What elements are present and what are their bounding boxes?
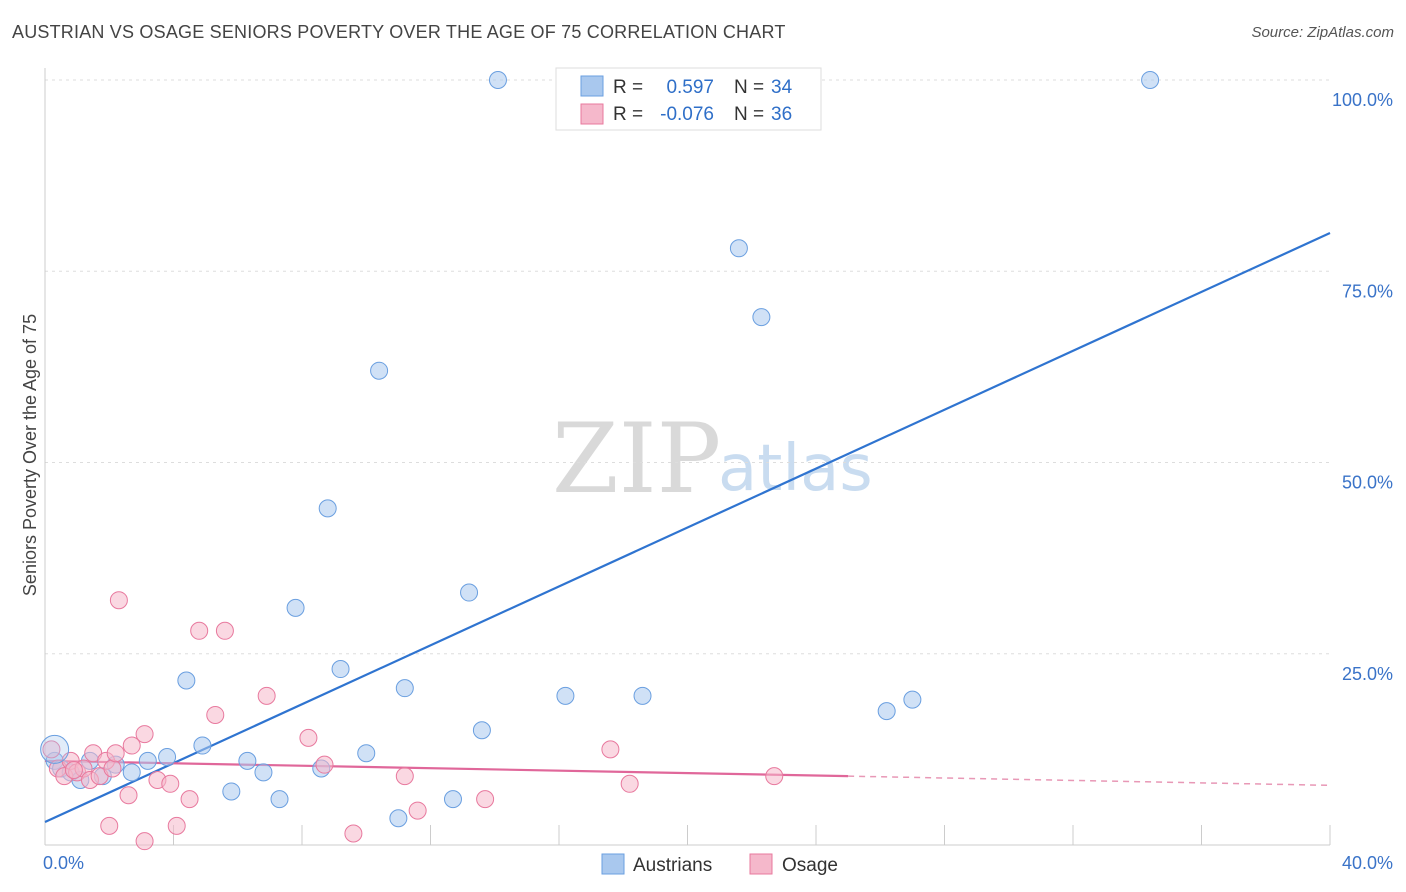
point-austrians — [472, 721, 491, 740]
point-osage — [64, 761, 83, 780]
point-osage — [476, 790, 495, 809]
point-austrians — [238, 751, 257, 770]
legend-r-value: 0.597 — [666, 77, 714, 98]
point-osage — [344, 824, 363, 843]
point-osage — [215, 621, 234, 640]
point-osage — [601, 740, 620, 759]
x-tick-label: 40.0% — [1342, 853, 1393, 873]
point-austrians — [877, 702, 896, 721]
point-osage — [106, 744, 125, 763]
point-austrians — [286, 598, 305, 617]
trend-line-osage — [44, 759, 849, 778]
watermark-atlas: atlas — [718, 432, 873, 506]
point-osage — [135, 832, 154, 851]
trend-line-osage-extrapolated — [848, 775, 1331, 787]
point-austrians — [193, 736, 212, 755]
legend-n-value: 36 — [771, 104, 792, 125]
axes — [44, 68, 1331, 846]
legend-r-value: -0.076 — [660, 104, 714, 125]
point-osage — [119, 786, 138, 805]
legend-swatch-osage — [580, 103, 604, 125]
point-osage — [42, 740, 61, 759]
y-tick-label: 25.0% — [1342, 664, 1393, 684]
point-osage — [206, 705, 225, 724]
point-austrians — [488, 71, 507, 89]
bottom-legend-austrians: Austrians — [633, 855, 712, 876]
point-osage — [109, 591, 128, 610]
point-cluster-austrians — [40, 734, 70, 764]
point-austrians — [254, 763, 273, 782]
point-austrians — [389, 809, 408, 828]
point-austrians — [1141, 71, 1160, 89]
point-osage — [180, 790, 199, 809]
legend-swatch-austrians — [580, 75, 604, 97]
legend-n-label: N = — [734, 104, 764, 125]
legend-n-value: 34 — [771, 77, 793, 98]
point-osage — [135, 725, 154, 744]
bottom-legend-osage: Osage — [782, 855, 838, 876]
point-osage — [315, 755, 334, 774]
y-tick-label: 75.0% — [1342, 281, 1393, 301]
point-austrians — [460, 583, 479, 602]
bottom-legend-swatch-osage — [749, 853, 773, 875]
point-osage — [395, 767, 414, 786]
source-label: Source: ZipAtlas.com — [1251, 24, 1394, 41]
point-osage — [299, 728, 318, 747]
trend-line-austrians — [44, 232, 1331, 824]
point-osage — [765, 767, 784, 786]
legend-r-label: R = — [613, 77, 643, 98]
point-austrians — [331, 660, 350, 679]
watermark-zip: ZIP — [552, 403, 721, 515]
point-austrians — [270, 790, 289, 809]
chart-title: AUSTRIAN VS OSAGE SENIORS POVERTY OVER T… — [12, 22, 786, 42]
y-tick-label: 50.0% — [1342, 473, 1393, 493]
point-osage — [161, 774, 180, 793]
point-austrians — [633, 686, 652, 705]
point-austrians — [158, 748, 177, 767]
legend-r-label: R = — [613, 104, 643, 125]
point-osage — [103, 759, 122, 778]
point-austrians — [370, 361, 389, 380]
point-austrians — [556, 686, 575, 705]
trend-lines — [44, 232, 1331, 824]
data-points — [40, 71, 1160, 851]
x-tick-label: 0.0% — [43, 853, 84, 873]
point-osage — [408, 801, 427, 820]
point-austrians — [357, 744, 376, 763]
y-axis-title: Seniors Poverty Over the Age of 75 — [20, 314, 40, 596]
point-austrians — [443, 790, 462, 809]
point-osage — [190, 621, 209, 640]
grid-lines — [45, 79, 1330, 655]
point-osage — [100, 816, 119, 835]
point-austrians — [318, 499, 337, 518]
legend-n-label: N = — [734, 77, 764, 98]
point-austrians — [752, 308, 771, 327]
point-austrians — [222, 782, 241, 801]
legend-box: R = 0.597 N = 34 R = -0.076 N = 36 — [555, 67, 822, 131]
point-osage — [257, 686, 276, 705]
point-osage — [167, 816, 186, 835]
point-austrians — [395, 679, 414, 698]
bottom-legend: Austrians Osage — [601, 853, 838, 876]
point-osage — [620, 774, 639, 793]
y-tick-label: 100.0% — [1332, 90, 1393, 110]
point-austrians — [903, 690, 922, 709]
point-austrians — [177, 671, 196, 690]
point-austrians — [138, 751, 157, 770]
point-austrians — [729, 239, 748, 258]
point-austrians — [122, 763, 141, 782]
bottom-legend-swatch-austrians — [601, 853, 625, 875]
point-osage — [122, 736, 141, 755]
tick-labels: 25.0% 50.0% 75.0% 100.0% 0.0% 40.0% — [43, 90, 1393, 873]
